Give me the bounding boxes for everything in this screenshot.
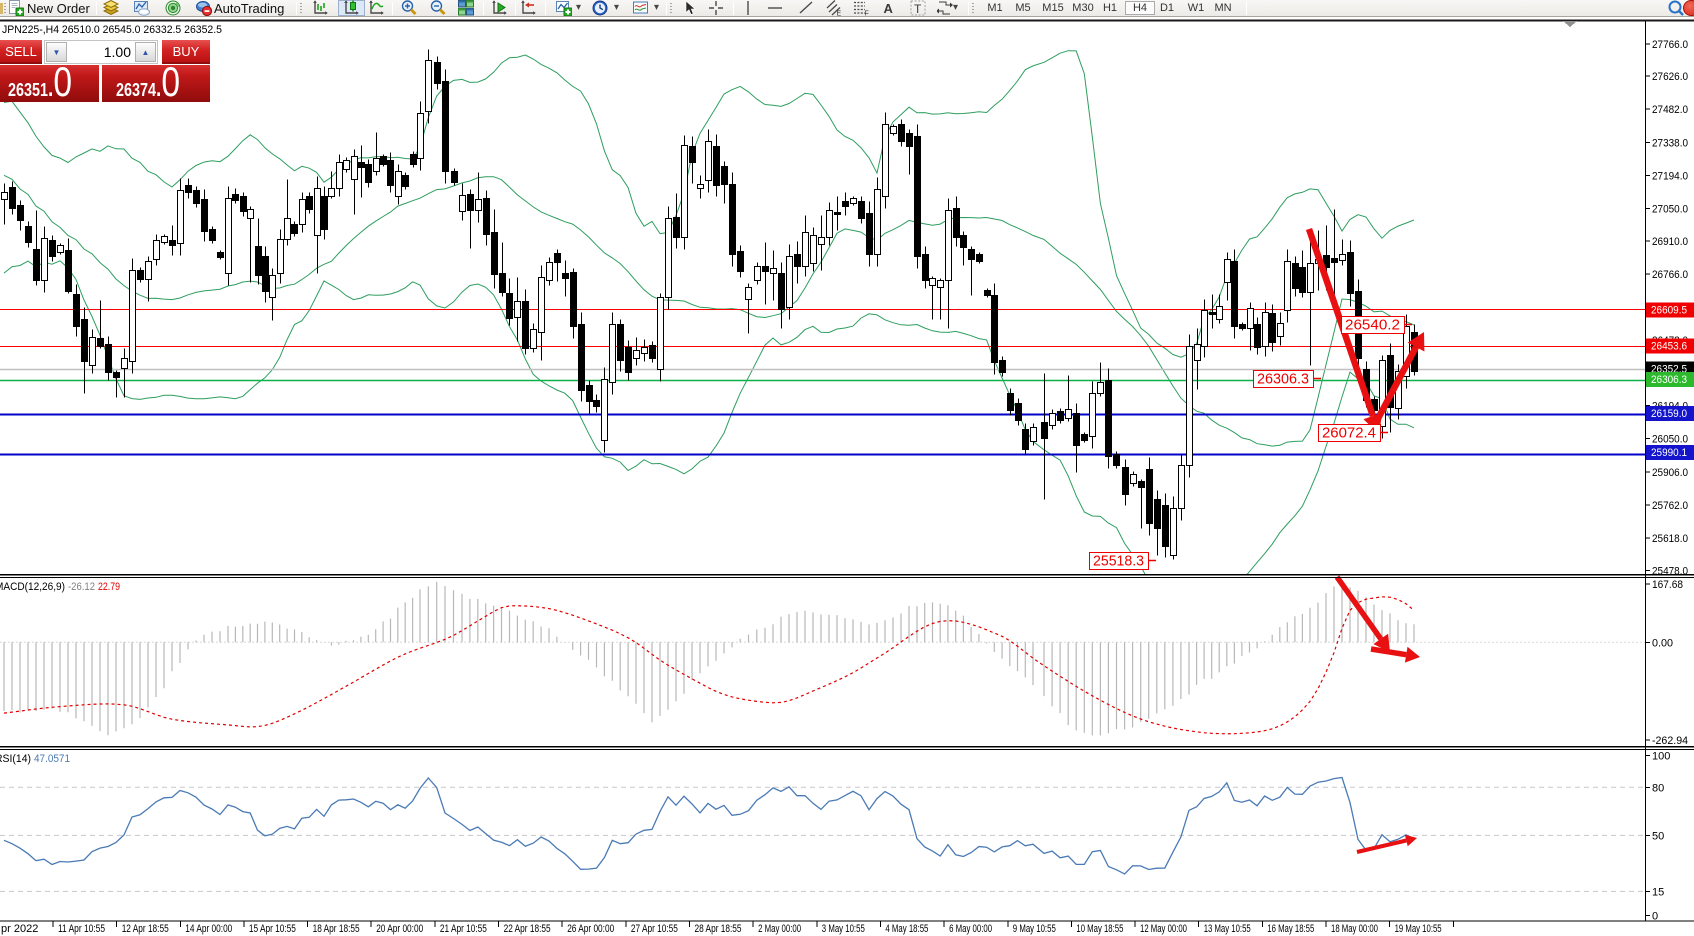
svg-text:27338.0: 27338.0 [1652,137,1688,149]
svg-text:25618.0: 25618.0 [1652,533,1688,545]
svg-text:JPN225-,H4 26510.0 26545.0 26: JPN225-,H4 26510.0 26545.0 26332.5 26352… [2,24,222,36]
svg-text:13 May 10:55: 13 May 10:55 [1204,923,1251,935]
svg-text:E: E [837,11,842,17]
svg-text:47.0571: 47.0571 [34,753,70,765]
svg-text:RSI(14): RSI(14) [0,753,31,765]
svg-text:25478.0: 25478.0 [1652,565,1688,577]
svg-text:80: 80 [1652,782,1664,794]
svg-text:27766.0: 27766.0 [1652,39,1688,51]
svg-text:26050.0: 26050.0 [1652,434,1688,446]
svg-text:22 Apr 18:55: 22 Apr 18:55 [504,923,551,935]
svg-text:25990.1: 25990.1 [1651,447,1687,459]
svg-text:18 May 00:00: 18 May 00:00 [1331,923,1378,935]
svg-text:9 May 10:55: 9 May 10:55 [1013,923,1056,935]
svg-text:F: F [865,11,869,17]
svg-text:15: 15 [1652,886,1664,898]
svg-text:26159.0: 26159.0 [1651,408,1687,420]
svg-text:27626.0: 27626.0 [1652,71,1688,83]
svg-text:MACD(12,26,9): MACD(12,26,9) [0,581,65,593]
svg-text:2 May 00:00: 2 May 00:00 [758,923,801,935]
svg-text:0: 0 [1652,910,1658,922]
svg-text:26 Apr 00:00: 26 Apr 00:00 [567,923,614,935]
svg-text:25518.3: 25518.3 [1093,554,1144,570]
svg-text:100: 100 [1652,750,1670,762]
svg-text:11 Apr 10:55: 11 Apr 10:55 [58,923,105,935]
svg-text:26540.2: 26540.2 [1345,318,1400,334]
svg-text:18 Apr 18:55: 18 Apr 18:55 [313,923,360,935]
svg-text:27 Apr 10:55: 27 Apr 10:55 [631,923,678,935]
svg-text:15 Apr 10:55: 15 Apr 10:55 [249,923,296,935]
svg-text:4 May 18:55: 4 May 18:55 [885,923,928,935]
svg-text:26453.6: 26453.6 [1651,340,1687,352]
svg-text:10 May 18:55: 10 May 18:55 [1076,923,1123,935]
svg-text:16 May 18:55: 16 May 18:55 [1267,923,1314,935]
svg-text:14 Apr 00:00: 14 Apr 00:00 [185,923,232,935]
svg-text:21 Apr 10:55: 21 Apr 10:55 [440,923,487,935]
svg-text:27194.0: 27194.0 [1652,170,1688,182]
svg-text:25906.0: 25906.0 [1652,467,1688,479]
svg-text:26609.5: 26609.5 [1651,305,1687,317]
svg-text:T: T [914,2,922,16]
svg-text:0.00: 0.00 [1652,637,1673,649]
svg-text:19 May 10:55: 19 May 10:55 [1395,923,1442,935]
svg-text:27482.0: 27482.0 [1652,104,1688,116]
svg-text:6 May 00:00: 6 May 00:00 [949,923,992,935]
svg-text:-26.12: -26.12 [68,581,95,593]
svg-text:28 Apr 18:55: 28 Apr 18:55 [695,923,742,935]
svg-text:12 Apr 18:55: 12 Apr 18:55 [122,923,169,935]
svg-text:3 May 10:55: 3 May 10:55 [822,923,865,935]
svg-text:-262.94: -262.94 [1652,735,1688,747]
svg-text:26306.3: 26306.3 [1257,372,1309,388]
svg-text:26306.3: 26306.3 [1651,374,1687,386]
svg-text:12 May 00:00: 12 May 00:00 [1140,923,1187,935]
svg-text:20 Apr 00:00: 20 Apr 00:00 [376,923,423,935]
svg-text:26910.0: 26910.0 [1652,236,1688,248]
svg-text:A: A [884,1,894,16]
svg-text:26072.4: 26072.4 [1322,426,1376,442]
svg-text:25762.0: 25762.0 [1652,500,1688,512]
svg-text:167.68: 167.68 [1652,579,1683,591]
svg-text:22.79: 22.79 [98,581,120,593]
svg-text:27050.0: 27050.0 [1652,204,1688,216]
svg-text:50: 50 [1652,830,1664,842]
svg-text:26766.0: 26766.0 [1652,269,1688,281]
svg-text:pr 2022: pr 2022 [1,923,38,935]
